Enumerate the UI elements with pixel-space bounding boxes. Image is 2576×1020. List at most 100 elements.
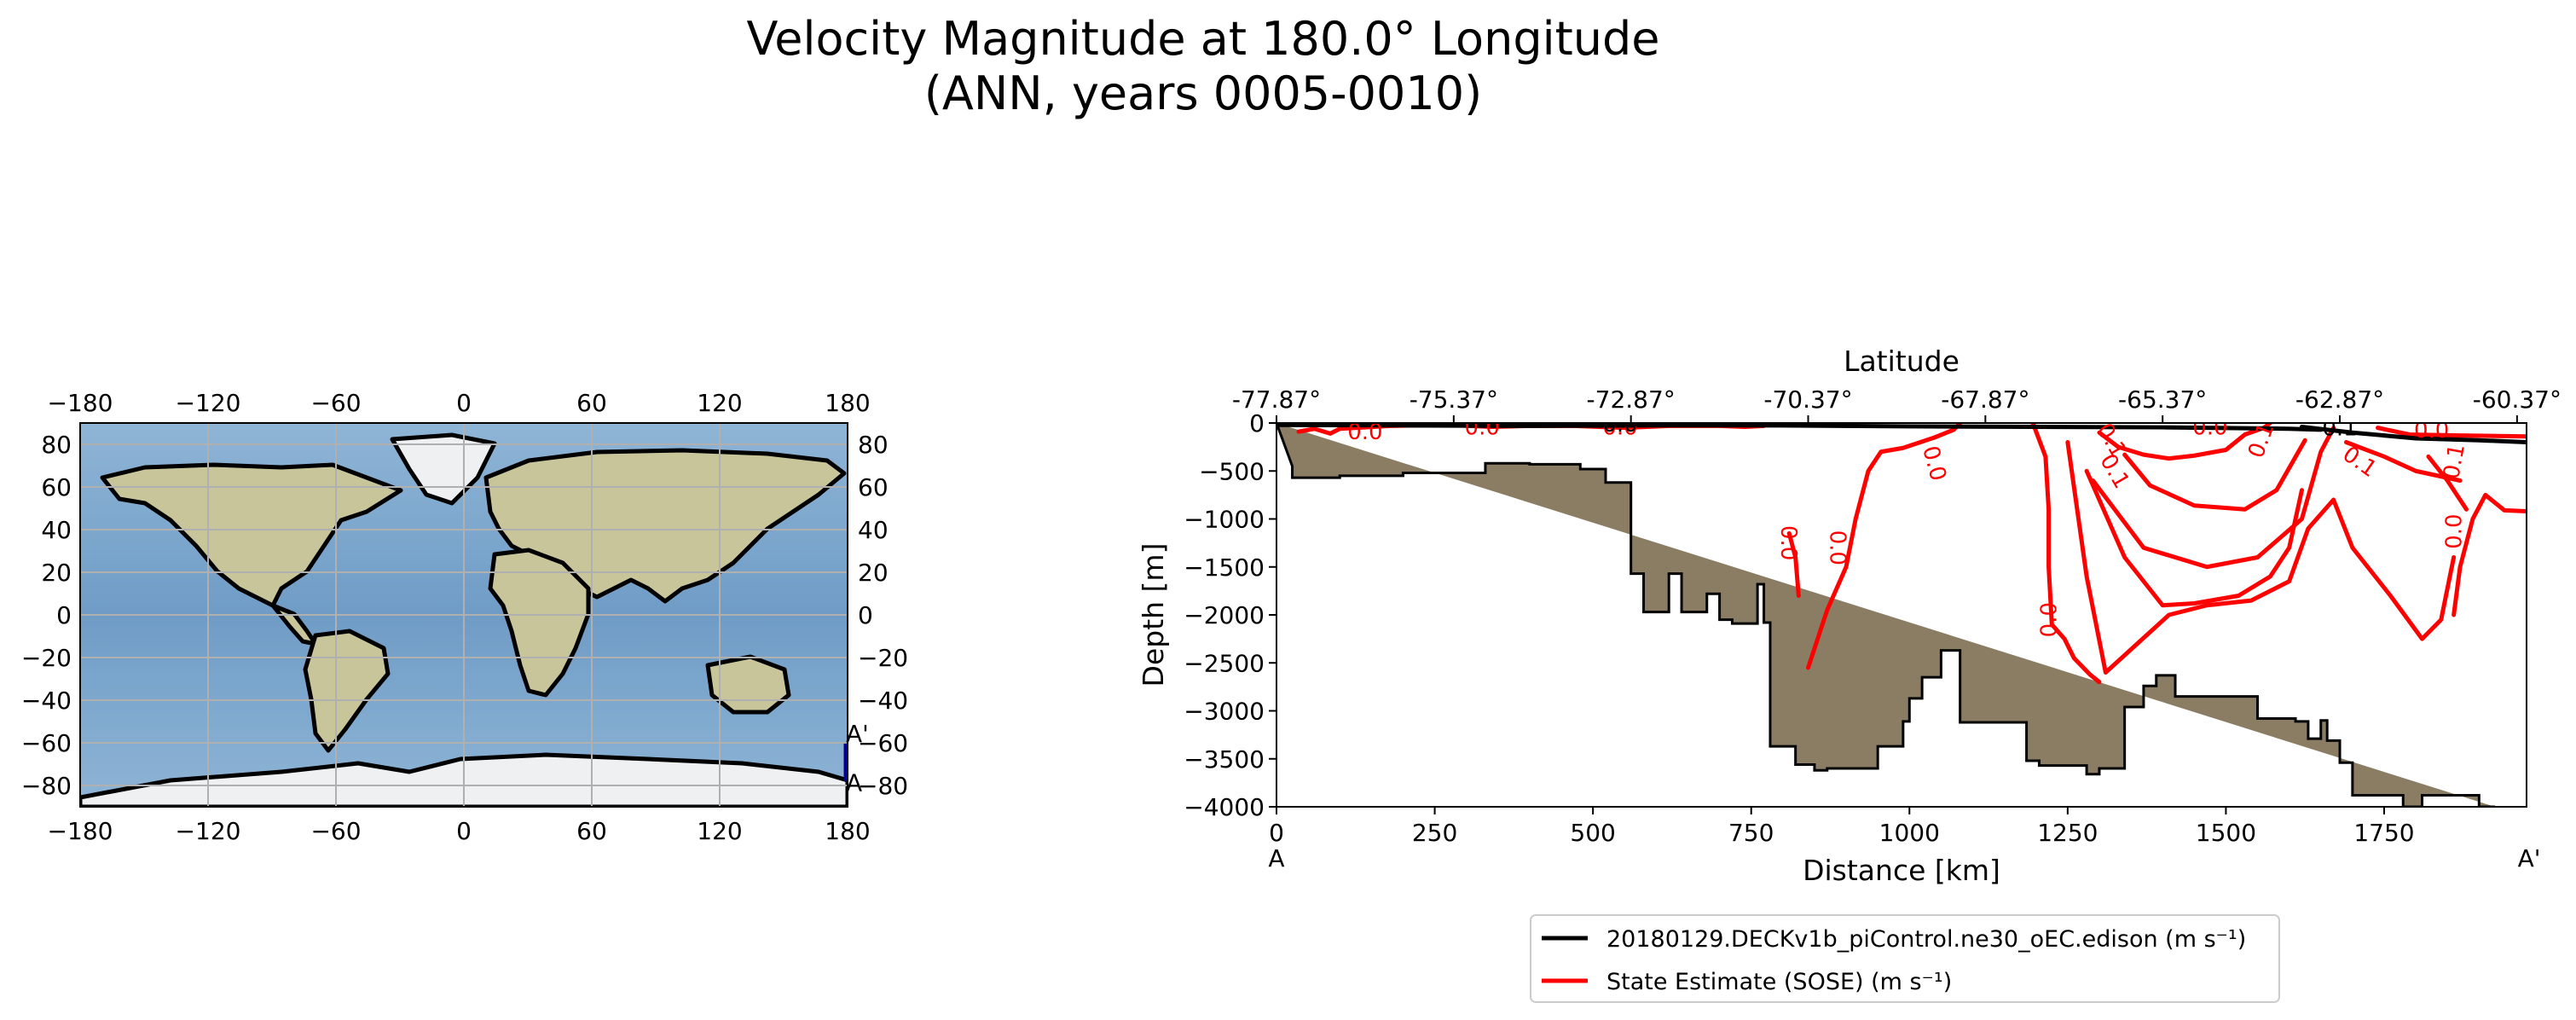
x-tick-label: 1500 [2196,819,2256,847]
contour-label: 0.0 [1602,412,1637,438]
map-frame [79,422,848,808]
map-lat-tick-right: 60 [858,473,889,501]
x-tick-label: 1000 [1879,819,1940,847]
transect-panel: 0.0 0.0 0.00.00.00.00.00.10.10.0 0.10.1 0.10… [1137,345,2562,887]
lat-tick-label: -75.37° [1410,385,1498,414]
map-lon-tick-bottom: 60 [576,817,607,845]
contour-label: 0.0 [2192,415,2227,441]
y-tick-label: −4000 [1184,793,1265,821]
legend-box [1530,914,2280,1003]
map-lon-tick-bottom: 180 [825,817,870,845]
map-section-start-label: A [846,769,862,797]
map-lat-tick-left: −40 [21,687,72,715]
map-lat-tick-right: −20 [858,644,908,672]
transect-end-label: A' [2518,844,2541,872]
map-lon-tick-top: 180 [825,389,870,417]
map-lon-tick-bottom: −180 [48,817,113,845]
x-axis-label: Distance [km] [1803,854,2000,887]
y-tick-label: 0 [1249,409,1265,438]
map-lon-tick-top: 120 [697,389,742,417]
model-contours [1276,423,2527,444]
bathymetry-fill [1276,423,2495,807]
map-section-end-label: A' [846,720,869,748]
contour-label: 0.0 [2414,418,2449,443]
map-lat-tick-left: −20 [21,644,72,672]
contour-label: 0.0 [2037,602,2063,637]
y-tick-label: −1500 [1184,553,1265,582]
y-tick-label: −2000 [1184,601,1265,629]
continent-australia [705,654,791,715]
map-lat-tick-left: 60 [41,473,72,501]
y-tick-label: −500 [1199,457,1265,485]
map-lat-tick-left: 40 [41,516,72,544]
contour-line [1806,423,1963,670]
map-continents [80,432,848,807]
map-lon-tick-bottom: −120 [176,817,241,845]
map-lat-tick-right: 20 [858,559,889,587]
figure-title-line2: (ANN, years 0005-0010) [924,67,1482,120]
contour-line [2299,425,2527,444]
contour-line [2084,468,2304,608]
y-tick-label: −3500 [1184,745,1265,774]
map-lon-tick-top: −60 [310,389,361,417]
lat-tick-label: -72.87° [1587,385,1676,414]
plot-ticks: 0 250 500 750 1000 1250 1500 1750 0 −500 −1000 −150… [1184,385,2562,847]
map-grid [80,423,848,807]
contour-line [2030,423,2102,685]
contour-label: 0.0 [1602,415,1637,441]
contour-line [2376,426,2527,439]
contour-label: 0.0 [1775,525,1801,560]
contour-line [1276,423,2324,432]
contour-label: 0.0 [1465,415,1500,441]
map-lat-tick-right: −80 [858,772,908,800]
contour-line [1786,530,1801,598]
map-lat-tick-right: −60 [858,729,908,757]
map-lon-tick-bottom: 120 [697,817,742,845]
map-lat-tick-right: 80 [858,431,889,459]
map-lat-tick-left: 80 [41,431,72,459]
lat-tick-label: -70.37° [1763,385,1852,414]
x-tick-label: 750 [1728,819,1774,847]
contour-line [2091,426,2336,570]
map-lat-tick-right: 0 [858,601,873,629]
x-tick-label: 1250 [2037,819,2098,847]
map-panel: A A' −180 −180 −120 −120 −60 −60 0 0 60 60 120 120 1… [21,389,908,845]
map-lat-tick-left: −60 [21,729,72,757]
x-tick-label: 1750 [2353,819,2414,847]
transect-start-label: A [1268,844,1284,872]
x-tick-label: 250 [1412,819,1457,847]
map-lat-tick-right: −40 [858,687,908,715]
contour-line [2122,438,2307,512]
continent-south-america [303,629,391,753]
map-lon-tick-bottom: −60 [310,817,361,845]
lat-tick-label: -77.87° [1232,385,1321,414]
figure-title-line1: Velocity Magnitude at 180.0° Longitude [746,12,1659,66]
legend: 20180129.DECKv1b_piControl.ne30_oEC.edis… [1530,914,2280,1003]
contour-label: 0.0 [1824,530,1850,565]
continent-africa [488,548,591,698]
y-tick-label: −1000 [1184,506,1265,534]
y-tick-label: −2500 [1184,649,1265,677]
map-lat-tick-left: −80 [21,772,72,800]
contour-line [2343,440,2463,483]
contour-label: 0.1 [2322,416,2357,442]
map-ticks: −180 −180 −120 −120 −60 −60 0 0 60 60 120 120 180 180… [21,389,908,845]
legend-label-model: 20180129.DECKv1b_piControl.ne30_oEC.edis… [1606,926,2246,953]
map-lon-tick-top: 0 [456,389,472,417]
map-lat-tick-right: 40 [858,516,889,544]
contour-line [2452,492,2527,617]
map-lon-tick-top: −120 [176,389,241,417]
legend-label-sose: State Estimate (SOSE) (m s⁻¹) [1606,969,1952,995]
contour-label: 0.0 [2442,513,2468,548]
contour-label: 0.0 [1347,420,1382,445]
contour-label: 0.1 [2439,442,2470,481]
contour-line [2426,454,2469,512]
lat-tick-label: -65.37° [2118,385,2207,414]
map-lat-tick-left: 20 [41,559,72,587]
top-axis-label: Latitude [1844,345,1959,378]
x-tick-label: 500 [1570,819,1615,847]
map-lon-tick-top: 60 [576,389,607,417]
map-lon-tick-bottom: 0 [456,817,472,845]
map-lon-tick-top: −180 [48,389,113,417]
